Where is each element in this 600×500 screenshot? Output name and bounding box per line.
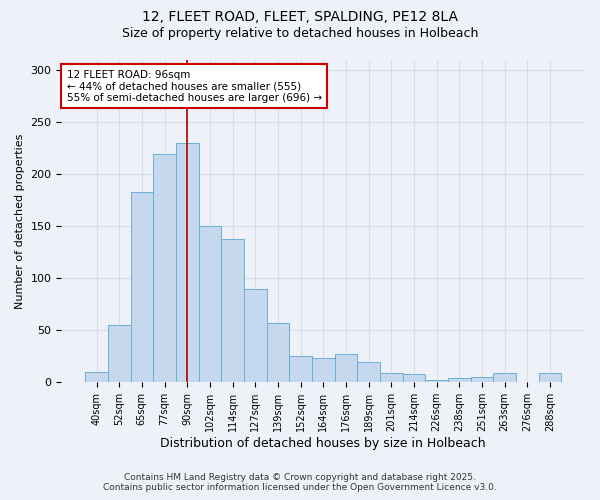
Bar: [289, 356, 312, 382]
Bar: [244, 289, 266, 382]
Bar: [470, 377, 493, 382]
Bar: [108, 325, 131, 382]
Bar: [335, 354, 357, 382]
Bar: [221, 239, 244, 382]
Bar: [425, 380, 448, 382]
Bar: [448, 378, 470, 382]
Text: 12 FLEET ROAD: 96sqm
← 44% of detached houses are smaller (555)
55% of semi-deta: 12 FLEET ROAD: 96sqm ← 44% of detached h…: [67, 70, 322, 103]
Y-axis label: Number of detached properties: Number of detached properties: [15, 134, 25, 309]
Bar: [153, 154, 176, 382]
Text: Contains HM Land Registry data © Crown copyright and database right 2025.
Contai: Contains HM Land Registry data © Crown c…: [103, 473, 497, 492]
Bar: [266, 323, 289, 382]
Bar: [131, 192, 153, 382]
Bar: [539, 373, 561, 382]
Bar: [312, 358, 335, 382]
X-axis label: Distribution of detached houses by size in Holbeach: Distribution of detached houses by size …: [160, 437, 486, 450]
Text: 12, FLEET ROAD, FLEET, SPALDING, PE12 8LA: 12, FLEET ROAD, FLEET, SPALDING, PE12 8L…: [142, 10, 458, 24]
Bar: [176, 143, 199, 382]
Bar: [380, 373, 403, 382]
Bar: [403, 374, 425, 382]
Bar: [199, 226, 221, 382]
Text: Size of property relative to detached houses in Holbeach: Size of property relative to detached ho…: [122, 28, 478, 40]
Bar: [493, 373, 516, 382]
Bar: [357, 362, 380, 382]
Bar: [85, 372, 108, 382]
